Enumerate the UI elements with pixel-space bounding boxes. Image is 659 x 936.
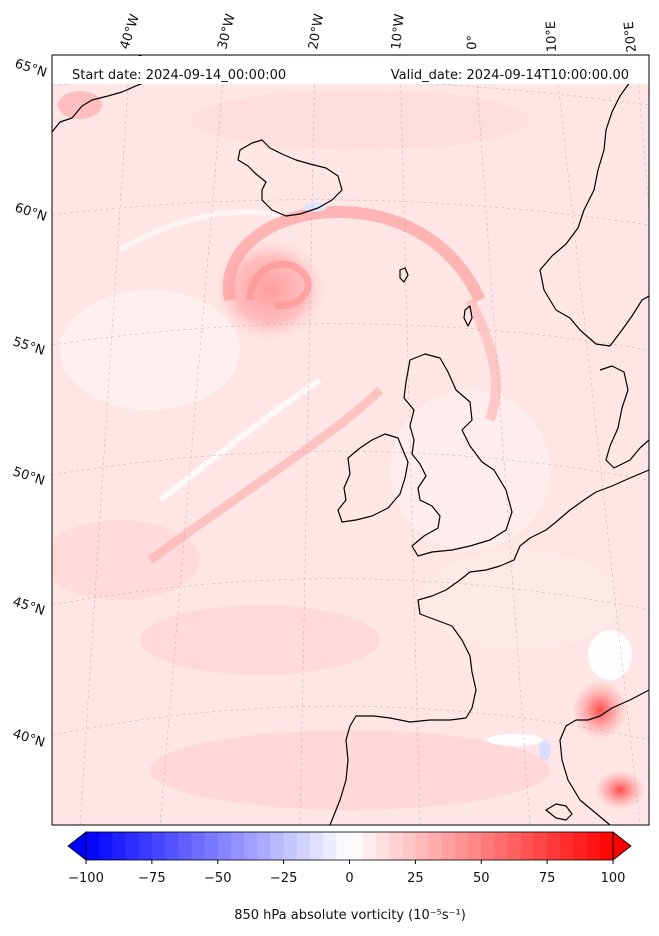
colorbar-extend-high [612, 831, 632, 861]
colorbar-cell [257, 832, 271, 860]
colorbar-cell [468, 832, 482, 860]
colorbar-cell [309, 832, 324, 860]
lon-label: 0° [465, 35, 481, 50]
colorbar-cell [441, 832, 456, 860]
colorbar-cell [362, 832, 377, 860]
ireland-coast [337, 433, 409, 523]
north-africa-coast [545, 803, 573, 821]
lon-label: 40°W [118, 12, 143, 51]
colorbar-tick-label: 75 [539, 871, 556, 886]
colorbar-cell [296, 832, 311, 860]
vorticity-field [52, 55, 649, 825]
cyclone-vortex [118, 205, 501, 564]
colorbar-cell [112, 832, 127, 860]
colorbar-tick-label: −75 [138, 871, 165, 886]
colorbar-cell [415, 832, 430, 860]
colorbar-cell [494, 832, 509, 860]
colorbar-cells [86, 832, 614, 860]
colorbar-tick-label: −100 [68, 871, 104, 886]
colorbar-cell [547, 832, 561, 860]
colorbar-cell [204, 832, 219, 860]
colorbar-cell [507, 832, 522, 860]
colorbar-cell [428, 832, 443, 860]
latitude-labels: 65°N 60°N 55°N 50°N 45°N 40°N [11, 57, 49, 751]
colorbar-cell [520, 832, 535, 860]
colorbar-cell [573, 832, 588, 860]
lat-label: 40°N [11, 727, 47, 751]
map-frame [51, 54, 650, 826]
colorbar-cell [165, 832, 179, 860]
colorbar-cell [86, 832, 100, 860]
lat-label: 50°N [11, 465, 47, 489]
colorbar-ticks: −100 −75 −50 −25 0 25 50 75 100 [68, 860, 625, 886]
lat-label: 45°N [11, 595, 47, 619]
colorbar-cell [454, 832, 469, 860]
colorbar-tick-label: 0 [345, 871, 353, 886]
colorbar-extend-low [67, 831, 87, 861]
lon-label: 20°W [306, 13, 327, 51]
vorticity-hotspots [58, 91, 645, 810]
colorbar-cell [336, 832, 350, 860]
header-bar [52, 56, 649, 84]
colorbar-cell [389, 832, 403, 860]
colorbar-tick-label: 50 [473, 871, 490, 886]
scandinavia-coast [539, 69, 649, 347]
great-britain-coast [403, 353, 513, 557]
colorbar-cell [586, 832, 601, 860]
colorbar-tick-label: 100 [601, 871, 626, 886]
map-panel: Start date: 2024-09-14_00:00:00 Valid_da… [52, 55, 649, 825]
colorbar-cell [270, 832, 285, 860]
longitude-labels: 40°W 30°W 20°W 10°W 0° 10°E 20°E [118, 12, 640, 53]
iceland-coast [237, 139, 343, 217]
colorbar-cell [349, 832, 364, 860]
colorbar-cell [99, 832, 113, 860]
colorbar: −100 −75 −50 −25 0 25 50 75 100 850 hPa absolute… [67, 831, 632, 923]
colorbar-cell [481, 832, 495, 860]
colorbar-tick-label: −25 [270, 871, 297, 886]
lat-label: 55°N [11, 335, 47, 359]
colorbar-tick-label: −50 [204, 871, 231, 886]
iberia-africa-coast [559, 689, 649, 825]
colorbar-cell [138, 832, 153, 860]
lat-label: 65°N [13, 57, 49, 81]
field-patches [52, 90, 620, 810]
lon-label: 10°E [544, 21, 560, 53]
gridlines [52, 55, 649, 825]
lat-label: 60°N [13, 201, 49, 225]
coastlines [52, 55, 649, 825]
colorbar-cell [125, 832, 140, 860]
europe-coast [329, 469, 649, 825]
denmark-coast [599, 365, 649, 469]
colorbar-cell [217, 832, 232, 860]
colorbar-cell [375, 832, 390, 860]
colorbar-cell [402, 832, 416, 860]
colorbar-tick-label: 25 [407, 871, 424, 886]
colorbar-cell [191, 832, 206, 860]
colorbar-cell [283, 832, 298, 860]
colorbar-cell [230, 832, 245, 860]
start-date-label: Start date: 2024-09-14_00:00:00 [72, 68, 286, 83]
lon-label: 10°W [389, 13, 408, 50]
lon-label: 20°E [622, 20, 640, 53]
colorbar-cell [560, 832, 574, 860]
colorbar-cell [323, 832, 337, 860]
colorbar-cell [151, 832, 166, 860]
colorbar-label: 850 hPa absolute vorticity (10⁻⁵s⁻¹) [234, 908, 466, 923]
colorbar-cell [244, 832, 258, 860]
colorbar-cell [178, 832, 192, 860]
valid-date-label: Valid_date: 2024-09-14T10:00:00.00 [391, 68, 629, 83]
colorbar-cell [599, 832, 614, 860]
lon-label: 30°W [215, 12, 238, 51]
colorbar-cell [533, 832, 548, 860]
